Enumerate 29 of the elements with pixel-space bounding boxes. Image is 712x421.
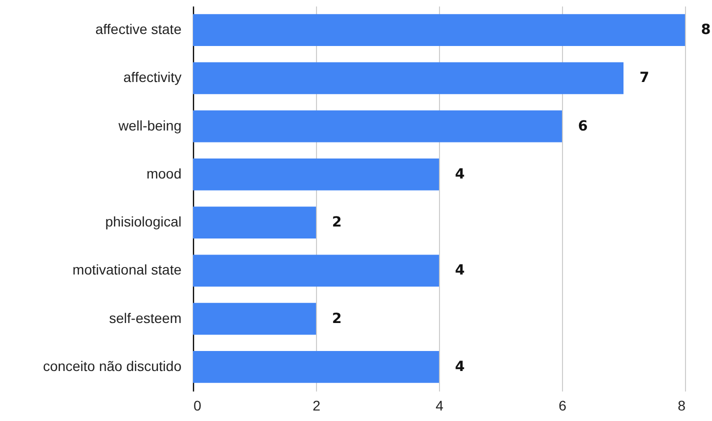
data-label: 8 [701,22,711,38]
data-label: 7 [640,70,650,86]
bar [193,302,316,335]
data-label: 4 [455,166,465,182]
bar [193,254,439,287]
x-tick-label: 2 [312,398,321,414]
y-tick-label: conceito não discutido [42,358,182,374]
y-tick-label: affective state [95,21,182,38]
bar [193,62,624,94]
x-tick-label: 8 [678,398,686,414]
y-tick-label: phisiological [105,214,182,230]
x-tick-label: 6 [558,398,567,414]
y-tick-label: well-being [117,117,182,134]
bar [193,14,685,46]
bar [193,158,439,190]
data-label: 4 [455,358,465,375]
data-label: 2 [332,310,342,327]
y-tick-label: self-esteem [109,310,182,326]
x-tick-label: 4 [436,398,444,414]
y-tick-label: mood [146,165,182,182]
bar [193,351,439,383]
x-tick-label: 0 [194,398,202,414]
y-tick-label: affectivity [123,69,182,86]
data-label: 2 [332,214,342,231]
y-tick-label: motivational state [72,262,182,278]
data-label: 6 [578,118,588,134]
bar [193,110,562,142]
data-label: 4 [455,262,465,279]
bar [193,206,316,238]
